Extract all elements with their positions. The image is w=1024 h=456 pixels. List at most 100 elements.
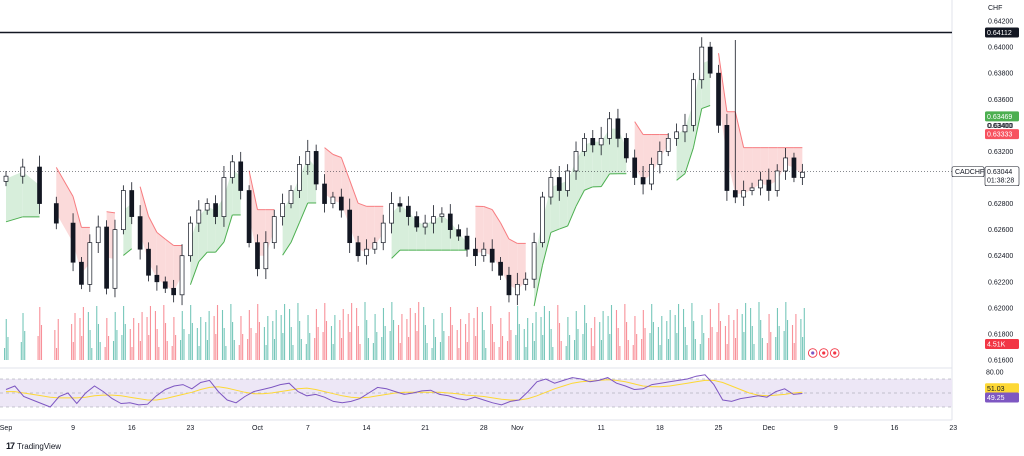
- volume-bar: [166, 341, 168, 360]
- volume-bar: [594, 317, 596, 360]
- candle: [498, 261, 503, 276]
- volume-bar: [693, 321, 695, 360]
- volume-bar: [684, 327, 686, 360]
- brand[interactable]: 17 TradingView: [6, 441, 61, 451]
- volume-bar: [124, 324, 126, 360]
- rsi-tag-text: 51.03: [987, 386, 1005, 393]
- supertrend-up-fill: [6, 171, 23, 222]
- volume-bar: [565, 346, 567, 360]
- time-tick-label: 18: [656, 425, 664, 432]
- volume-bar: [374, 314, 376, 360]
- volume-bar: [626, 322, 628, 360]
- volume-bar: [332, 344, 334, 360]
- time-tick-label: 16: [891, 425, 899, 432]
- candle: [255, 242, 260, 270]
- candle: [129, 190, 135, 217]
- candle: [716, 72, 721, 126]
- supertrend-down-fill: [752, 147, 761, 190]
- supertrend-up-line: [692, 108, 703, 148]
- volume-bar: [574, 340, 576, 360]
- volume-bar: [106, 318, 108, 360]
- volume-bar: [208, 311, 210, 360]
- volume-bar: [104, 347, 106, 360]
- volume-bar: [523, 329, 525, 360]
- volume-bar: [299, 321, 301, 360]
- volume-bar: [518, 324, 520, 360]
- candle: [632, 157, 638, 178]
- volume-bar: [263, 327, 265, 360]
- candle: [691, 79, 696, 126]
- volume-bar: [460, 319, 462, 360]
- supertrend-up-line: [584, 186, 593, 191]
- volume-bar: [584, 305, 586, 360]
- volume-bar: [691, 303, 693, 360]
- volume-bar: [785, 302, 787, 360]
- volume-bar: [666, 321, 668, 360]
- volume-bar: [431, 348, 433, 360]
- volume-bar: [200, 317, 202, 360]
- candle: [548, 177, 554, 198]
- supertrend-up-line: [701, 105, 711, 110]
- earnings-icon-dot: [833, 351, 837, 355]
- volume-bar: [649, 333, 651, 360]
- volume-bar: [728, 315, 730, 360]
- time-axis[interactable]: Sep 9 16 23 Oct 7 14 21 28 Nov 11 18 25 Dec 9 16 23: [0, 425, 957, 432]
- supertrend-up-line: [550, 228, 560, 233]
- volume-bar: [667, 339, 670, 360]
- dividends-icon[interactable]: [818, 348, 829, 358]
- volume-bar: [708, 338, 710, 360]
- candle: [640, 177, 646, 185]
- price-axis[interactable]: 0.64200 0.64000 0.63800 0.63600 0.63400 0.632…: [951, 19, 1020, 405]
- candle: [313, 151, 319, 185]
- time-tick-label: Sep: [0, 425, 12, 432]
- price-pane[interactable]: [0, 0, 953, 421]
- time-tick-label: 7: [306, 425, 310, 432]
- volume-bar: [481, 312, 483, 360]
- volume-bar: [682, 309, 685, 360]
- volume-bar: [652, 322, 654, 360]
- supertrend-down-line: [72, 196, 82, 228]
- volume-bar: [240, 316, 242, 360]
- price-tick-label: 0.63200: [988, 149, 1013, 156]
- volume-bar: [322, 332, 324, 360]
- earnings-icon[interactable]: [829, 348, 840, 358]
- candle: [347, 209, 353, 244]
- volume-bar: [175, 335, 177, 360]
- volume-bar: [743, 332, 745, 360]
- volume-bar: [55, 348, 58, 360]
- candle: [615, 118, 621, 139]
- volume-bar: [40, 325, 43, 360]
- candle: [766, 179, 772, 191]
- supertrend-up-fill: [416, 221, 426, 251]
- volume-bar: [389, 331, 391, 360]
- supertrend-up-line: [298, 202, 309, 223]
- supertrend-up-fill: [559, 180, 568, 230]
- rsi-tag: 51.03: [985, 383, 1019, 394]
- supertrend-down-fill: [760, 147, 769, 186]
- time-tick-label: 25: [715, 425, 723, 432]
- volume-bar: [493, 342, 495, 360]
- volume-bar: [619, 346, 621, 360]
- supertrend-down-line: [55, 167, 74, 197]
- volume-bar: [384, 326, 386, 360]
- supertrend-up-line: [684, 147, 694, 174]
- rsi-tag: 49.25: [985, 392, 1019, 403]
- volume-bar: [423, 307, 425, 360]
- volume-bar: [292, 345, 294, 360]
- candle: [389, 203, 394, 224]
- volume-bar: [364, 302, 366, 360]
- price-tag-text: 0.63469: [987, 114, 1012, 121]
- candle: [473, 248, 478, 257]
- volume-bar: [800, 319, 802, 360]
- rsi-tag-text: 49.25: [987, 395, 1005, 402]
- time-tick-label: 21: [421, 425, 429, 432]
- volume-bar: [367, 338, 369, 360]
- supertrend-down-fill: [358, 203, 367, 253]
- supertrend-down-fill: [735, 111, 744, 194]
- candle: [531, 242, 537, 280]
- lightning-icon[interactable]: [807, 348, 818, 358]
- volume-bar: [4, 348, 6, 360]
- supertrend-down-fill: [156, 232, 166, 286]
- volume-bar: [37, 336, 39, 360]
